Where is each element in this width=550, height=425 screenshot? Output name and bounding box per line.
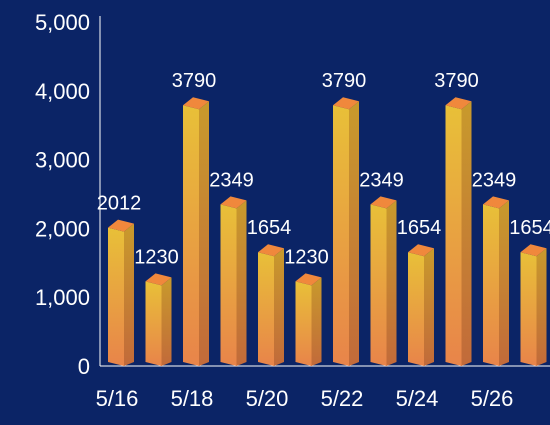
axes: 0 1,000 2,000 3,000 4,000 5,000 5/16 5/18 5/20 5/… <box>35 10 550 411</box>
bar-top-cap <box>295 273 322 286</box>
data-label: 1654 <box>509 217 550 239</box>
bar <box>295 273 322 366</box>
bar-side-face <box>424 248 434 366</box>
bar-top-cap <box>445 97 472 110</box>
bar <box>370 196 397 366</box>
bar-side-face <box>386 200 397 366</box>
bar <box>520 244 547 366</box>
x-tick-label: 5/24 <box>396 386 439 411</box>
data-label: 1654 <box>397 217 442 239</box>
data-labels: 2012 1230 3790 2349 1654 1230 3790 2349 1654 3790… <box>97 70 550 268</box>
data-label: 2012 <box>97 193 142 215</box>
bar <box>333 97 359 367</box>
bar-side-face <box>274 248 284 366</box>
y-tick-label: 2,000 <box>35 216 90 241</box>
bar <box>258 244 284 366</box>
data-label: 3790 <box>322 70 367 92</box>
bar-top-cap <box>145 273 172 286</box>
bar <box>108 219 134 366</box>
x-tick-label: 5/18 <box>171 386 214 411</box>
bar-side-face <box>499 200 509 366</box>
bar-front-face <box>520 252 537 366</box>
data-label: 2349 <box>359 169 404 191</box>
bar <box>408 244 434 366</box>
bar-side-face <box>461 101 472 367</box>
bar-front-face <box>183 105 199 367</box>
bar-top-cap <box>483 196 509 209</box>
y-tick-label: 5,000 <box>35 10 90 35</box>
bar-top-cap <box>520 244 547 257</box>
bar-front-face <box>295 281 312 366</box>
x-tick-label: 5/26 <box>471 386 514 411</box>
bar-front-face <box>408 252 424 366</box>
bar-front-face <box>258 252 274 366</box>
bar-front-face <box>445 105 462 367</box>
bar-top-cap <box>333 97 359 110</box>
bar-side-face <box>311 277 322 366</box>
bar-top-cap <box>183 97 209 110</box>
bar-front-face <box>333 105 349 367</box>
bar-side-face <box>161 277 172 366</box>
bar-front-face <box>220 204 237 366</box>
y-tick-label: 1,000 <box>35 285 90 310</box>
data-label: 1654 <box>247 217 292 239</box>
y-tick-label: 0 <box>78 354 90 379</box>
bar <box>145 273 172 366</box>
data-label: 1230 <box>134 246 179 268</box>
bar-side-face <box>236 200 247 366</box>
y-tick-label: 4,000 <box>35 79 90 104</box>
bar-front-face <box>483 204 499 366</box>
bar-top-cap <box>370 196 397 209</box>
data-label: 3790 <box>172 70 217 92</box>
x-tick-label: 5/22 <box>321 386 364 411</box>
bar-front-face <box>370 204 387 366</box>
bar <box>183 97 209 367</box>
bar-side-face <box>536 248 547 366</box>
bar-top-cap <box>258 244 284 257</box>
y-tick-label: 3,000 <box>35 148 90 173</box>
bar <box>445 97 472 367</box>
bar <box>483 196 509 366</box>
bar-side-face <box>349 101 359 367</box>
data-label: 2349 <box>472 169 517 191</box>
bar-side-face <box>199 101 209 367</box>
x-tick-label: 5/16 <box>96 386 139 411</box>
bar-top-cap <box>408 244 434 257</box>
x-tick-label: 5/20 <box>246 386 289 411</box>
bar <box>220 196 247 366</box>
bar-side-face <box>124 223 134 366</box>
data-label: 1230 <box>284 246 329 268</box>
data-label: 3790 <box>434 70 479 92</box>
bar-front-face <box>108 227 124 366</box>
bar-front-face <box>145 281 162 366</box>
data-label: 2349 <box>209 169 254 191</box>
bar-top-cap <box>220 196 247 209</box>
bars <box>108 97 547 367</box>
bar-top-cap <box>108 219 134 232</box>
